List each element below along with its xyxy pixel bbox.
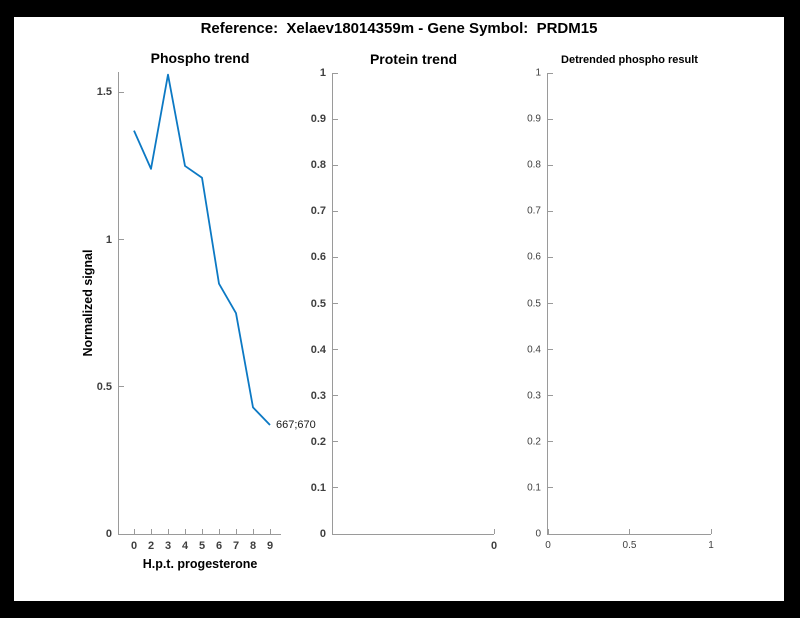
x-tick-mark (218, 529, 220, 534)
y-tick-label: 0.8 (310, 159, 326, 172)
x-tick-mark (269, 529, 271, 534)
y-tick-label: 0.4 (310, 343, 326, 356)
x-tick-label: 7 (232, 540, 240, 552)
x-tick-mark (547, 529, 549, 534)
y-tick-mark (548, 303, 553, 304)
x-tick-mark (252, 529, 254, 534)
y-tick-mark (333, 72, 338, 74)
y-tick-label: 0.3 (527, 390, 541, 402)
y-tick-label: 1.5 (96, 86, 112, 99)
x-tick-label: 4 (181, 540, 189, 552)
y-tick-mark (333, 210, 338, 212)
phospho-trend-plot: Phospho trend Normalized signal H.p.t. p… (81, 50, 316, 571)
y-tick-mark (548, 349, 553, 351)
x-tick-mark (184, 529, 186, 534)
y-tick-mark (119, 239, 124, 241)
y-tick-mark (333, 395, 338, 397)
x-tick-label: 0.5 (622, 540, 637, 551)
y-tick-label: 1 (105, 233, 112, 246)
x-tick-label: 5 (198, 540, 206, 552)
y-tick-mark (548, 533, 553, 535)
last-point-annotation: 667;670 (276, 419, 316, 432)
y-tick-label: 0.5 (527, 298, 541, 309)
y-tick-label: 0.8 (527, 159, 541, 171)
x-tick-mark (150, 529, 152, 534)
y-tick-label: 0.6 (310, 251, 326, 264)
y-tick-label: 0.5 (96, 380, 112, 393)
phospho-trend-title: Phospho trend (150, 50, 250, 66)
y-tick-mark (333, 487, 338, 489)
y-tick-mark (548, 210, 553, 212)
y-tick-label: 0.7 (310, 205, 326, 218)
y-tick-label: 0.4 (527, 344, 541, 356)
x-tick-label: 0 (490, 540, 498, 552)
y-tick-mark (333, 256, 338, 258)
y-tick-label: 1 (319, 67, 326, 79)
x-tick-label: 3 (164, 540, 172, 552)
y-tick-label: 0.1 (527, 482, 541, 494)
y-tick-mark (333, 164, 338, 166)
x-tick-label: 8 (249, 540, 257, 552)
x-tick-mark (133, 529, 135, 534)
y-tick-label: 0.6 (527, 251, 541, 263)
x-tick-label: 9 (266, 540, 274, 552)
protein-trend-title: Protein trend (369, 51, 458, 67)
y-tick-mark (548, 487, 553, 489)
detrended-phospho-plot: Detrended phospho result 0 0.1 0.2 0.3 0.4 0.… (527, 54, 714, 551)
x-tick-mark (167, 529, 169, 534)
y-tick-mark (548, 256, 553, 258)
x-tick-mark (493, 529, 495, 534)
phospho-y-axis-label: Normalized signal (81, 249, 95, 357)
y-tick-label: 0.1 (310, 481, 326, 494)
phospho-trend-line (133, 73, 271, 426)
y-tick-mark (548, 441, 553, 443)
y-tick-mark (333, 118, 338, 120)
x-tick-label: 2 (147, 540, 155, 552)
y-tick-label: 0.3 (310, 389, 326, 402)
y-tick-mark (333, 349, 338, 351)
y-tick-mark (548, 395, 553, 397)
protein-trend-plot: Protein trend 0 0.1 0.2 0.3 0.4 0.5 0.6 0.7 0.8 0… (311, 51, 497, 552)
x-tick-label: 0 (545, 540, 551, 551)
y-tick-mark (119, 386, 124, 388)
figure-canvas: Reference: Xelaev18014359m - Gene Symbol… (14, 17, 784, 601)
phospho-x-axis-label: H.p.t. progesterone (142, 557, 258, 571)
x-tick-label: 0 (130, 540, 138, 552)
y-tick-label: 0 (535, 528, 541, 540)
y-tick-mark (548, 118, 553, 120)
y-tick-mark (333, 441, 338, 443)
x-tick-mark (710, 529, 712, 534)
y-tick-label: 0.2 (527, 436, 541, 448)
y-tick-label: 0.9 (310, 113, 326, 126)
x-tick-mark (235, 529, 237, 534)
y-tick-mark (119, 533, 124, 535)
y-tick-label: 0.5 (310, 297, 326, 310)
detrended-phospho-title: Detrended phospho result (561, 54, 698, 66)
y-tick-label: 0 (319, 528, 326, 540)
y-tick-mark (119, 91, 124, 93)
x-tick-label: 6 (215, 540, 223, 552)
y-tick-mark (333, 303, 338, 304)
figure-title: Reference: Xelaev18014359m - Gene Symbol… (200, 20, 598, 37)
y-tick-label: 0.7 (527, 205, 541, 217)
x-tick-label: 1 (708, 540, 714, 551)
y-tick-label: 1 (535, 67, 541, 79)
y-tick-label: 0.9 (527, 113, 541, 125)
x-tick-mark (201, 529, 203, 534)
y-tick-label: 0 (105, 528, 112, 540)
y-tick-mark (548, 72, 553, 74)
y-tick-mark (333, 533, 338, 535)
y-tick-mark (548, 164, 553, 166)
y-tick-label: 0.2 (310, 435, 326, 448)
x-tick-mark (629, 529, 630, 534)
